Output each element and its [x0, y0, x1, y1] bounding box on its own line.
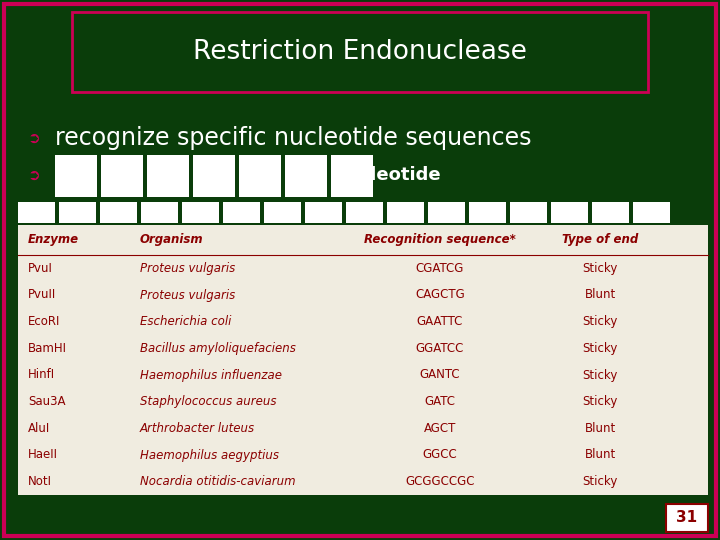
Bar	[510, 202, 547, 223]
Text: Sticky: Sticky	[582, 262, 618, 275]
Text: recognize specific nucleotide sequences: recognize specific nucleotide sequences	[55, 126, 531, 150]
Bar	[387, 202, 424, 223]
Text: GAATTC: GAATTC	[417, 315, 463, 328]
Bar	[18, 202, 55, 223]
Text: Type of end: Type of end	[562, 233, 638, 246]
Bar	[305, 202, 342, 223]
Text: Sticky: Sticky	[582, 368, 618, 381]
Bar	[101, 155, 143, 197]
Text: Sticky: Sticky	[582, 475, 618, 488]
Text: AluI: AluI	[28, 422, 50, 435]
Text: Recognition sequence*: Recognition sequence*	[364, 233, 516, 246]
Text: Escherichia coli: Escherichia coli	[140, 315, 231, 328]
Text: EcoRI: EcoRI	[28, 315, 60, 328]
Bar	[592, 202, 629, 223]
Bar	[223, 202, 260, 223]
Bar	[147, 155, 189, 197]
Bar	[72, 12, 648, 92]
Text: PvuI: PvuI	[28, 262, 53, 275]
Text: Arthrobacter luteus: Arthrobacter luteus	[140, 422, 255, 435]
Bar	[666, 504, 708, 532]
Text: Enzyme: Enzyme	[28, 233, 79, 246]
Text: Haemophilus influenzae: Haemophilus influenzae	[140, 368, 282, 381]
Text: ➲: ➲	[28, 131, 41, 145]
Bar	[72, 12, 648, 92]
Text: Bacillus amyloliquefaciens: Bacillus amyloliquefaciens	[140, 342, 296, 355]
Text: Restriction Endonuclease: Restriction Endonuclease	[193, 39, 527, 65]
Text: Haemophilus aegyptius: Haemophilus aegyptius	[140, 449, 279, 462]
Bar	[469, 202, 506, 223]
Text: CAGCTG: CAGCTG	[415, 288, 465, 301]
Text: Proteus vulgaris: Proteus vulgaris	[140, 262, 235, 275]
Bar	[633, 202, 670, 223]
Text: Sticky: Sticky	[582, 315, 618, 328]
Text: CGATCG: CGATCG	[416, 262, 464, 275]
Text: ➲: ➲	[28, 167, 41, 183]
Text: BamHI: BamHI	[28, 342, 67, 355]
Text: PvuII: PvuII	[28, 288, 56, 301]
Text: NotI: NotI	[28, 475, 52, 488]
Text: GGCC: GGCC	[423, 449, 457, 462]
Bar	[55, 155, 97, 197]
Text: Sticky: Sticky	[582, 342, 618, 355]
Bar	[59, 202, 96, 223]
Text: GGATCC: GGATCC	[416, 342, 464, 355]
Text: GCGGCCGC: GCGGCCGC	[405, 475, 474, 488]
Bar	[428, 202, 465, 223]
Bar	[18, 225, 708, 495]
Text: GANTC: GANTC	[420, 368, 460, 381]
Bar	[264, 202, 301, 223]
Bar	[346, 202, 383, 223]
Text: 4-8  nucleotide: 4-8 nucleotide	[289, 166, 441, 184]
Text: Sticky: Sticky	[582, 395, 618, 408]
Text: AGCT: AGCT	[424, 422, 456, 435]
Text: HaeII: HaeII	[28, 449, 58, 462]
Bar	[285, 155, 327, 197]
Bar	[551, 202, 588, 223]
Bar	[193, 155, 235, 197]
Text: Organism: Organism	[140, 233, 204, 246]
Text: HinfI: HinfI	[28, 368, 55, 381]
Bar	[239, 155, 281, 197]
Text: Nocardia otitidis-caviarum: Nocardia otitidis-caviarum	[140, 475, 296, 488]
Text: Staphylococcus aureus: Staphylococcus aureus	[140, 395, 276, 408]
Bar	[100, 202, 137, 223]
Bar	[331, 155, 373, 197]
Text: Blunt: Blunt	[585, 449, 616, 462]
Text: 31: 31	[676, 510, 698, 525]
Text: Blunt: Blunt	[585, 422, 616, 435]
Text: Sau3A: Sau3A	[28, 395, 66, 408]
Text: Proteus vulgaris: Proteus vulgaris	[140, 288, 235, 301]
Bar	[182, 202, 219, 223]
Bar	[141, 202, 178, 223]
Text: Blunt: Blunt	[585, 288, 616, 301]
Text: GATC: GATC	[425, 395, 456, 408]
